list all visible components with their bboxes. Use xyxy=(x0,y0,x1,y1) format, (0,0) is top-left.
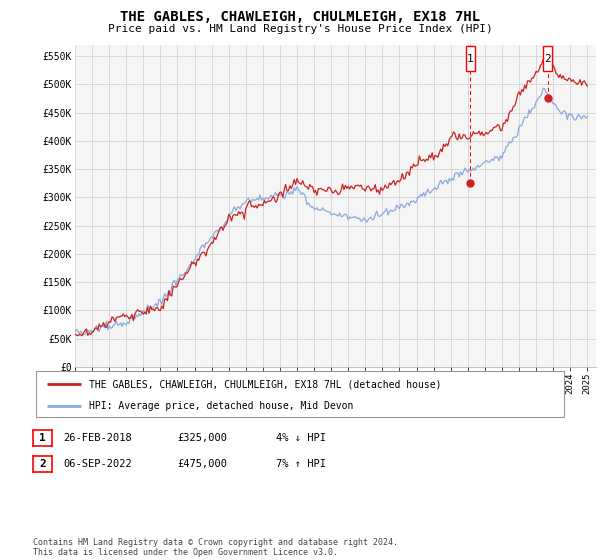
Text: 7% ↑ HPI: 7% ↑ HPI xyxy=(276,459,326,469)
Text: Price paid vs. HM Land Registry's House Price Index (HPI): Price paid vs. HM Land Registry's House … xyxy=(107,24,493,34)
Text: 1: 1 xyxy=(39,433,46,443)
Text: 2: 2 xyxy=(544,54,551,64)
Text: 26-FEB-2018: 26-FEB-2018 xyxy=(63,433,132,443)
Text: £325,000: £325,000 xyxy=(177,433,227,443)
Text: THE GABLES, CHAWLEIGH, CHULMLEIGH, EX18 7HL (detached house): THE GABLES, CHAWLEIGH, CHULMLEIGH, EX18 … xyxy=(89,379,442,389)
Text: 4% ↓ HPI: 4% ↓ HPI xyxy=(276,433,326,443)
Text: 06-SEP-2022: 06-SEP-2022 xyxy=(63,459,132,469)
FancyBboxPatch shape xyxy=(543,46,553,71)
Text: Contains HM Land Registry data © Crown copyright and database right 2024.
This d: Contains HM Land Registry data © Crown c… xyxy=(33,538,398,557)
FancyBboxPatch shape xyxy=(466,46,475,71)
Text: 1: 1 xyxy=(467,54,473,64)
Text: THE GABLES, CHAWLEIGH, CHULMLEIGH, EX18 7HL: THE GABLES, CHAWLEIGH, CHULMLEIGH, EX18 … xyxy=(120,10,480,24)
Text: £475,000: £475,000 xyxy=(177,459,227,469)
Text: 2: 2 xyxy=(39,459,46,469)
Text: HPI: Average price, detached house, Mid Devon: HPI: Average price, detached house, Mid … xyxy=(89,401,353,410)
